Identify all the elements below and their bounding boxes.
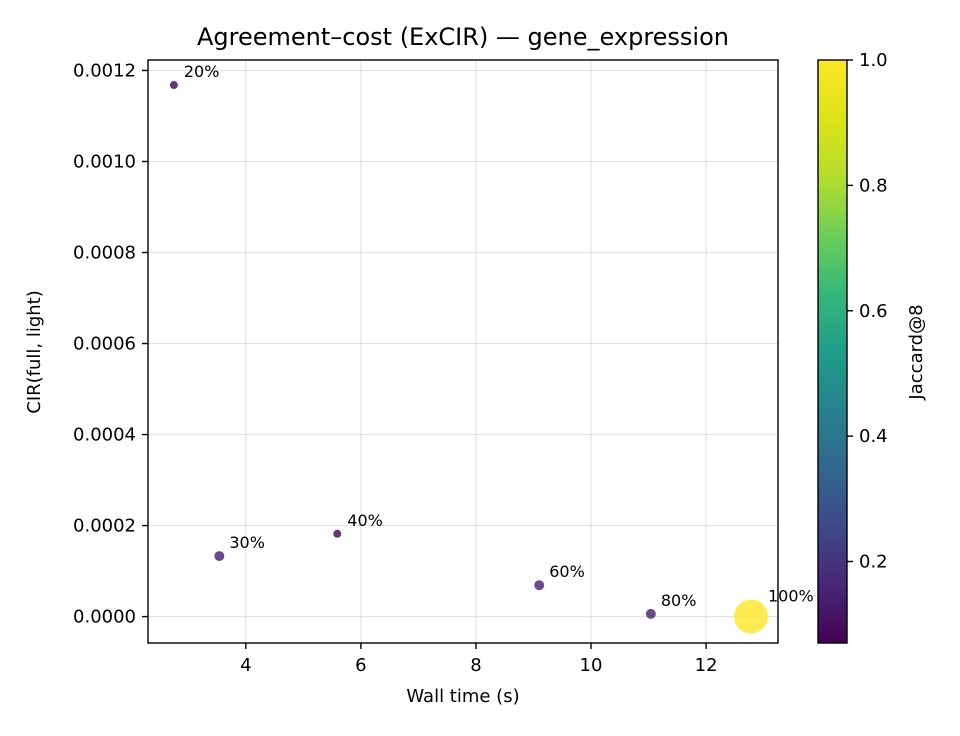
colorbar-frame <box>817 59 848 644</box>
x-tick-label: 12 <box>695 655 718 676</box>
x-axis-label: Wall time (s) <box>406 686 519 707</box>
colorbar-label: Jaccard@8 <box>906 304 927 400</box>
colorbar-tick-label: 1.0 <box>859 50 888 71</box>
chart-title: Agreement–cost (ExCIR) — gene_expression <box>197 23 729 51</box>
colorbar-tick-label: 0.8 <box>859 175 888 196</box>
point-label: 30% <box>229 533 265 552</box>
y-axis-label: CIR(full, light) <box>24 290 45 414</box>
data-point <box>733 599 768 634</box>
point-label: 80% <box>661 591 697 610</box>
y-axis-ticks: 0.0000 0.0002 0.0004 0.0006 0.0008 0.0010 0.00… <box>73 60 148 628</box>
data-point <box>333 529 342 538</box>
x-tick-label: 4 <box>240 655 251 676</box>
y-tick-label: 0.0004 <box>73 425 136 446</box>
point-label: 100% <box>768 587 814 606</box>
point-label: 60% <box>549 562 585 581</box>
y-tick-label: 0.0000 <box>73 607 136 628</box>
x-tick-label: 10 <box>580 655 603 676</box>
x-axis-ticks: 4 6 8 10 12 <box>240 643 718 676</box>
x-tick-label: 8 <box>470 655 481 676</box>
grid <box>148 60 778 643</box>
plot-frame <box>147 59 779 644</box>
y-tick-label: 0.0002 <box>73 516 136 537</box>
colorbar <box>818 60 847 643</box>
x-tick-label: 6 <box>355 655 366 676</box>
data-point <box>214 551 225 562</box>
colorbar-ticks: 0.2 0.4 0.6 0.8 1.0 <box>847 50 888 573</box>
colorbar-tick-label: 0.6 <box>859 301 888 322</box>
colorbar-tick-label: 0.2 <box>859 552 888 573</box>
point-label: 40% <box>347 511 383 530</box>
data-point <box>534 580 545 591</box>
colorbar-tick-label: 0.4 <box>859 426 888 447</box>
y-tick-label: 0.0012 <box>73 60 136 81</box>
y-tick-label: 0.0010 <box>73 151 136 172</box>
y-tick-label: 0.0008 <box>73 243 136 264</box>
data-point <box>645 608 656 619</box>
point-labels: 20% 30% 40% 60% 80% 100% <box>184 62 814 610</box>
data-points <box>169 81 768 634</box>
point-label: 20% <box>184 62 220 81</box>
data-point <box>169 81 178 90</box>
y-tick-label: 0.0006 <box>73 334 136 355</box>
